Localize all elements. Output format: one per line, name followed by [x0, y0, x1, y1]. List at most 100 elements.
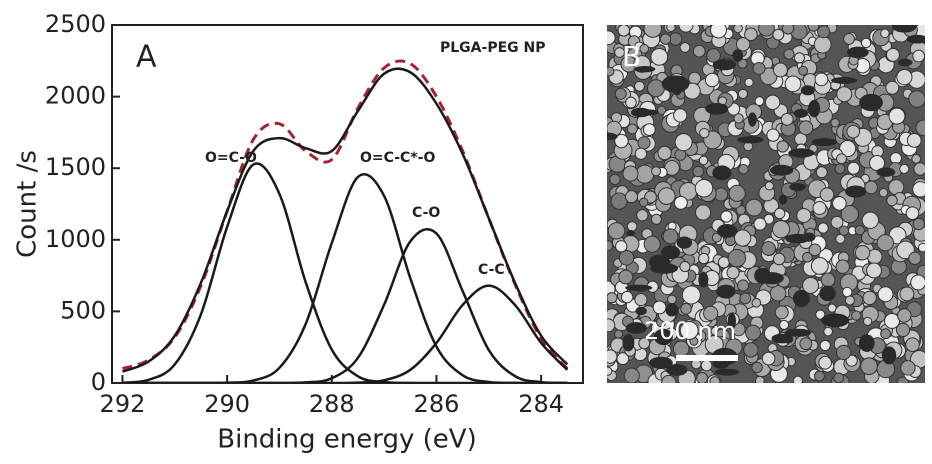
sem-pore [859, 93, 883, 112]
sem-grain [817, 25, 831, 39]
sem-grain [607, 222, 626, 240]
sem-pore [808, 99, 821, 118]
sem-grain [897, 308, 912, 323]
sem-grain [614, 133, 629, 149]
sem-grain [772, 252, 786, 266]
annotation: O=C-C*-O [360, 150, 435, 166]
plot-frame [111, 24, 584, 384]
sem-grain [905, 337, 920, 353]
annotation: PLGA-PEG NP [440, 40, 546, 56]
y-tick-label: 2000 [45, 82, 106, 110]
sem-pore [784, 328, 812, 337]
annotation: C-C [478, 262, 505, 278]
sem-grain [769, 285, 787, 302]
sem-grain [908, 251, 922, 265]
sem-grain [772, 62, 788, 78]
sem-grain [886, 194, 898, 207]
sem-grain [761, 241, 776, 256]
sem-grain [737, 88, 748, 99]
sem-grain [754, 96, 765, 107]
sem-grain [854, 245, 871, 261]
sem-grain [634, 80, 645, 92]
sem-grain [813, 370, 825, 382]
sem-grain [657, 145, 672, 161]
sem-pore [785, 233, 810, 244]
sem-grain [662, 228, 679, 245]
sem-grain [810, 257, 829, 275]
sem-grain [908, 90, 925, 108]
sem-grain [912, 181, 925, 198]
x-tick-label: 284 [518, 390, 564, 418]
sem-grain [643, 235, 661, 253]
sem-pore [748, 112, 757, 127]
sem-grain [711, 232, 722, 243]
sem-pore [819, 285, 836, 302]
sem-pore [712, 59, 737, 71]
sem-grain [836, 153, 847, 165]
sem-grain [836, 86, 853, 103]
sem-pore [793, 108, 808, 118]
sem-grain [622, 165, 639, 182]
sem-pore [846, 46, 869, 59]
scale-bar-label: 200 nm [644, 317, 736, 345]
sem-grain [673, 195, 688, 210]
sem-grain [877, 286, 894, 303]
sem-grain [860, 37, 872, 49]
sem-grain [784, 75, 802, 93]
sem-grain [835, 233, 846, 244]
sem-grain [905, 206, 920, 220]
sem-grain [833, 372, 845, 383]
x-tick-label: 288 [309, 390, 355, 418]
sem-pore [633, 65, 656, 73]
sem-grain [618, 269, 634, 285]
sem-pore [698, 271, 709, 288]
sem-grain [696, 372, 709, 383]
sem-grain [830, 118, 840, 128]
sem-grain [753, 217, 767, 231]
sem-grain [694, 179, 714, 198]
sem-grain [780, 112, 794, 126]
sem-pore [716, 224, 738, 238]
sem-grain [620, 290, 634, 304]
sem-pore [727, 312, 737, 331]
sem-pore [650, 263, 679, 274]
sem-pore [661, 245, 681, 260]
sem-grain [726, 266, 740, 280]
sem-grain [776, 140, 789, 153]
sem-grain [863, 316, 873, 326]
sem-pore [792, 289, 810, 308]
x-tick-label: 292 [100, 390, 146, 418]
sem-pore [653, 328, 673, 346]
sem-pore [737, 136, 764, 144]
sem-grain [843, 33, 855, 45]
sem-grain [745, 324, 761, 341]
series-line [122, 67, 569, 373]
sem-grain [737, 279, 750, 292]
sem-grain [624, 190, 639, 204]
sem-grain [766, 128, 780, 142]
sem-pore [769, 164, 794, 176]
sem-grain [706, 48, 721, 63]
sem-grain [896, 69, 913, 86]
sem-pore [622, 334, 635, 352]
sem-grain [910, 274, 925, 291]
sem-grain [798, 120, 814, 136]
sem-grain [744, 77, 754, 88]
sem-grain [832, 196, 847, 211]
sem-grain [614, 47, 625, 58]
sem-grain [704, 72, 720, 88]
sem-grain [673, 108, 688, 123]
sem-pore [800, 85, 815, 96]
sem-grain [744, 27, 758, 42]
sem-grain [615, 240, 628, 253]
sem-grain [861, 211, 880, 229]
y-tick-label: 0 [91, 368, 106, 396]
sem-grain [626, 221, 638, 232]
sem-pore [906, 34, 925, 44]
sem-grain [799, 337, 813, 351]
x-tick-label: 286 [414, 390, 460, 418]
sem-grain [772, 28, 785, 41]
sem-pore [881, 346, 897, 365]
sem-grain [899, 286, 915, 302]
